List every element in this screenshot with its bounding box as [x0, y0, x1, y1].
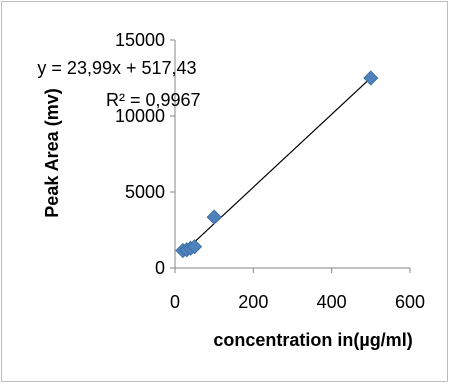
x-tick-label: 400	[317, 292, 347, 312]
x-tick-label: 600	[395, 292, 425, 312]
x-tick-label: 0	[170, 292, 180, 312]
data-point	[206, 209, 222, 225]
y-tick-label: 10000	[115, 106, 165, 126]
y-tick-label: 5000	[125, 182, 165, 202]
equation-annotation: y = 23,99x + 517,43	[37, 58, 196, 78]
y-tick-labels: 0 5000 10000 15000	[115, 30, 165, 278]
axes	[170, 39, 411, 273]
chart-svg: 0 5000 10000 15000 0 200 400 600 y = 23,99x + …	[37, 30, 425, 350]
y-axis-title: Peak Area (mv)	[42, 88, 62, 217]
data-point	[363, 70, 379, 86]
x-axis-title: concentration in(µg/ml)	[213, 330, 412, 350]
y-tick-label: 0	[155, 258, 165, 278]
trendline-group	[182, 77, 372, 254]
trendline	[182, 77, 372, 254]
r-squared-annotation: R² = 0,9967	[106, 90, 201, 110]
data-point	[187, 239, 203, 255]
data-points	[175, 70, 379, 259]
y-tick-label: 15000	[115, 30, 165, 50]
x-tick-label: 200	[238, 292, 268, 312]
x-tick-labels: 0 200 400 600	[170, 292, 425, 312]
chart-frame: 0 5000 10000 15000 0 200 400 600 y = 23,99x + …	[1, 1, 448, 382]
